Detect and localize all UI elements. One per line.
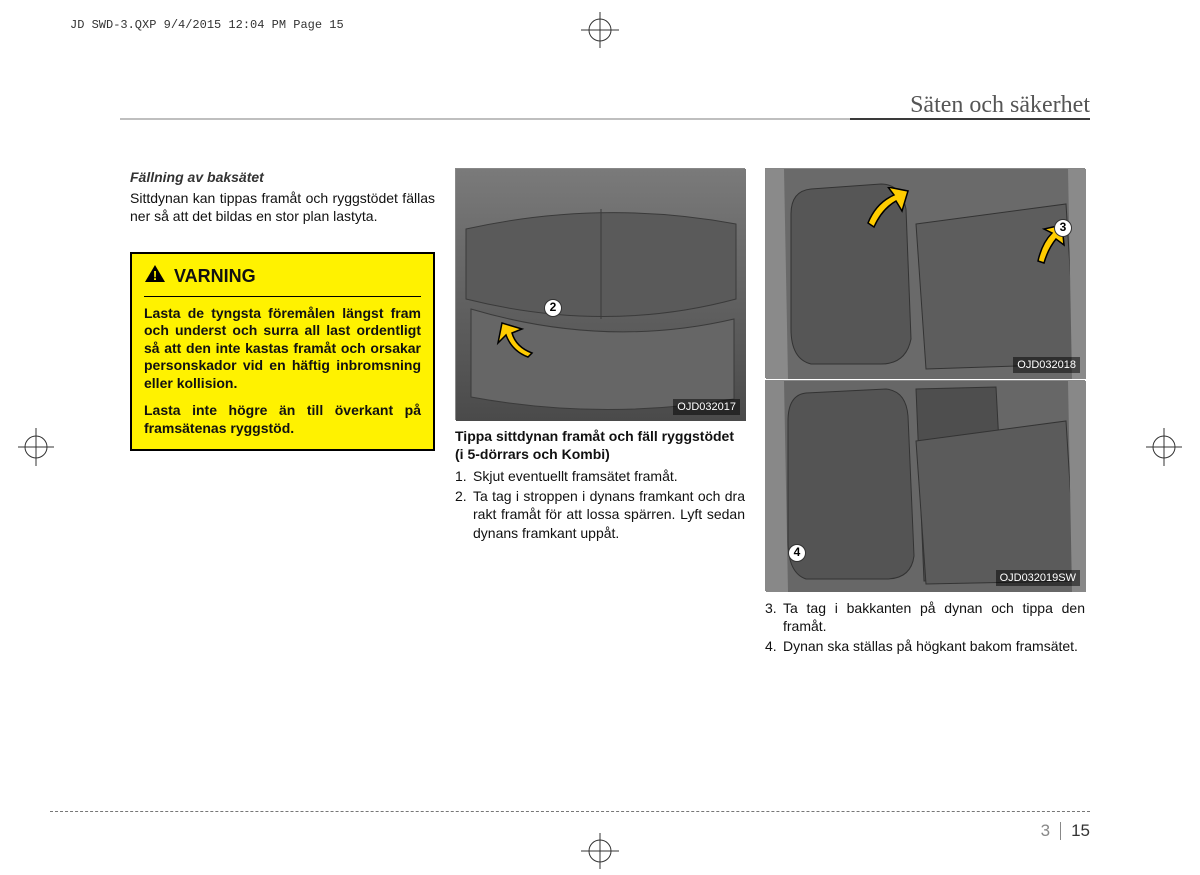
column-left: Fällning av baksätet Sittdynan kan tippa… [130,168,435,451]
step-3-text: Ta tag i bakkanten på dynan och tippa de… [783,599,1085,635]
warning-divider [144,296,421,297]
warning-icon: ! [144,264,166,290]
section-title: Säten och säkerhet [910,92,1090,119]
step-4: 4. Dynan ska ställas på högkant bakom fr… [765,637,1085,655]
figure-seat-tip-bottom-svg [766,381,1086,592]
warning-para-2: Lasta inte högre än till överkant på fra… [144,402,421,437]
column-right: 3 OJD032018 4 OJD032019SW 3. Ta tag i ba… [765,168,1085,656]
page-number-separator [1060,822,1061,840]
step-4-num: 4. [765,637,783,655]
figure-seat-cushion-svg [456,169,746,421]
crop-mark-bottom [573,831,627,871]
page-page-num: 15 [1071,821,1090,841]
warning-title-text: VARNING [174,265,256,288]
svg-text:!: ! [153,268,157,283]
warning-box: ! VARNING Lasta de tyngsta föremålen län… [130,252,435,452]
figure-callout-2: 2 [544,299,562,317]
warning-title-row: ! VARNING [144,264,421,290]
page-number: 3 15 [1041,821,1090,841]
crop-mark-top [573,10,627,50]
figure-arrow-top-icon [862,187,910,233]
warning-para-1: Lasta de tyngsta föremålen längst fram o… [144,305,421,393]
column-middle: 2 OJD032017 Tippa sittdynan framåt och f… [455,168,745,542]
step-1-text: Skjut eventuellt framsätet framåt. [473,467,678,485]
step-3-num: 3. [765,599,783,635]
header-rule-dark [850,118,1090,120]
page-section-num: 3 [1041,821,1050,841]
left-subtitle: Fällning av baksätet [130,168,435,186]
figure-seat-tip-top-svg [766,169,1086,379]
step-4-text: Dynan ska ställas på högkant bakom frams… [783,637,1078,655]
figure-callout-4: 4 [788,544,806,562]
figure-seat-cushion: 2 OJD032017 [455,168,745,420]
figure-seat-tip-top: 3 OJD032018 [765,168,1085,378]
figure-caption-2: OJD032018 [1013,357,1080,373]
crop-mark-right [1142,420,1186,474]
middle-steps: 1. Skjut eventuellt framsätet framåt. 2.… [455,467,745,542]
warning-body: Lasta de tyngsta föremålen längst fram o… [144,305,421,438]
figure-caption-1: OJD032017 [673,399,740,415]
left-body: Sittdynan kan tippas framåt och ryggstöd… [130,189,435,225]
figure-arrow-icon [494,319,538,367]
file-meta-header: JD SWD-3.QXP 9/4/2015 12:04 PM Page 15 [70,18,344,32]
step-2-num: 2. [455,487,473,542]
figure-callout-3: 3 [1054,219,1072,237]
step-1: 1. Skjut eventuellt framsätet framåt. [455,467,745,485]
step-2: 2. Ta tag i stroppen i dynans framkant o… [455,487,745,542]
figure-seat-tip-bottom: 4 OJD032019SW [765,380,1085,591]
footer-rule [50,811,1090,812]
header-rule-light [120,118,850,120]
page: JD SWD-3.QXP 9/4/2015 12:04 PM Page 15 S… [0,0,1200,875]
middle-heading: Tippa sittdynan framåt och fäll ryggstöd… [455,428,745,463]
figure-caption-3: OJD032019SW [996,570,1080,586]
crop-mark-left [14,420,58,474]
step-3: 3. Ta tag i bakkanten på dynan och tippa… [765,599,1085,635]
step-2-text: Ta tag i stroppen i dynans framkant och … [473,487,745,542]
step-1-num: 1. [455,467,473,485]
file-meta-text: JD SWD-3.QXP 9/4/2015 12:04 PM Page 15 [70,18,344,32]
right-steps: 3. Ta tag i bakkanten på dynan och tippa… [765,599,1085,656]
